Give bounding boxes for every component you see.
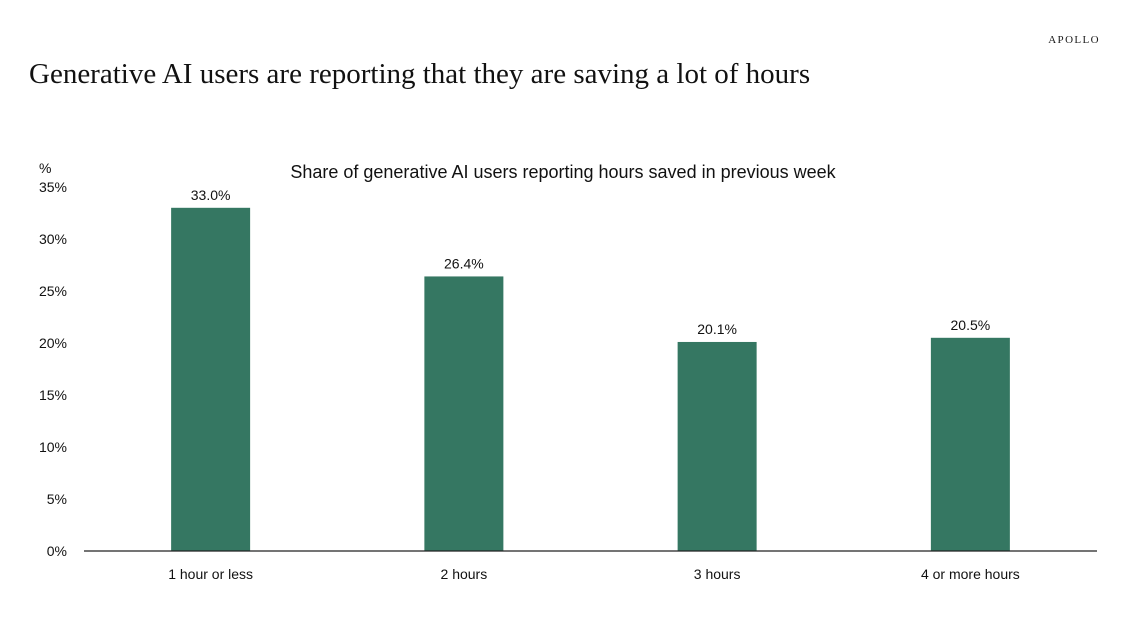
y-tick-label: 0%	[47, 543, 67, 559]
y-tick-label: 30%	[39, 231, 67, 247]
page-title: Generative AI users are reporting that t…	[29, 58, 811, 90]
y-tick-label: 35%	[39, 179, 67, 195]
data-labels: 33.0% 26.4% 20.1% 20.5%	[191, 187, 990, 337]
bar	[171, 207, 251, 552]
x-tick-label: 3 hours	[694, 566, 741, 582]
data-label: 26.4%	[444, 255, 484, 271]
x-tick-label: 2 hours	[441, 566, 488, 582]
bar	[930, 337, 1010, 551]
data-label: 20.5%	[951, 317, 991, 333]
data-label: 20.1%	[697, 321, 737, 337]
y-axis-ticks: 0% 5% 10% 15% 20% 25% 30% 35%	[39, 179, 67, 559]
bars	[171, 207, 1010, 552]
x-tick-label: 4 or more hours	[921, 566, 1020, 582]
bar	[677, 341, 757, 551]
x-axis-labels: 1 hour or less 2 hours 3 hours 4 or more ho…	[168, 566, 1020, 582]
y-axis-unit-label: %	[39, 160, 51, 176]
y-tick-label: 25%	[39, 283, 67, 299]
chart-title: Share of generative AI users reporting h…	[290, 162, 836, 182]
x-tick-label: 1 hour or less	[168, 566, 253, 582]
y-tick-label: 15%	[39, 387, 67, 403]
y-tick-label: 20%	[39, 335, 67, 351]
bar	[424, 276, 504, 551]
data-label: 33.0%	[191, 187, 231, 203]
y-tick-label: 5%	[47, 491, 67, 507]
brand-logo: APOLLO	[1048, 34, 1100, 46]
y-tick-label: 10%	[39, 439, 67, 455]
